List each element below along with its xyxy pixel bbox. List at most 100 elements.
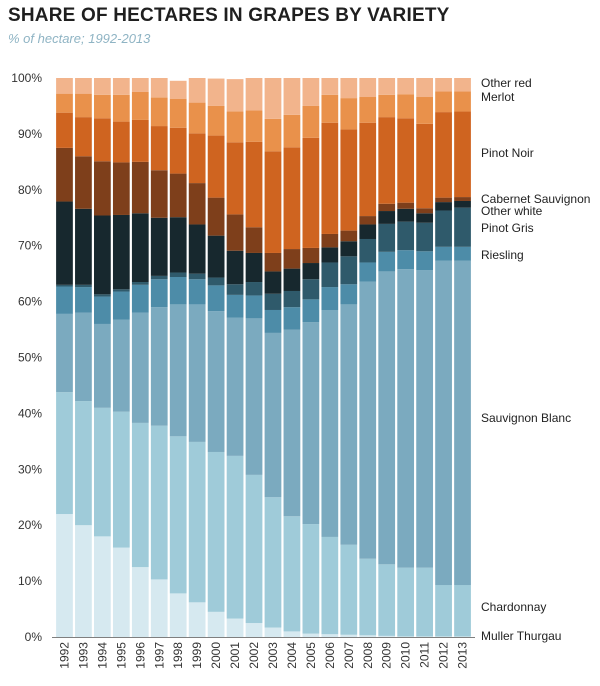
bar-segment-pinot-noir-2001 xyxy=(226,142,244,215)
bar-segment-sauvignon-blanc-1994 xyxy=(94,323,111,408)
bar-segment-muller-thurgau-1994 xyxy=(94,536,111,637)
x-tick-label: 2003 xyxy=(266,642,280,669)
bar-segment-other-white-2011 xyxy=(416,213,433,223)
bar-segment-other-white-2006 xyxy=(321,247,339,263)
bar-segment-merlot-2004 xyxy=(283,114,301,148)
bar-segment-other-red-2002 xyxy=(245,78,263,111)
bar-segment-other-red-2003 xyxy=(264,78,282,119)
bars-layer xyxy=(56,78,471,638)
bar-segment-muller-thurgau-2009 xyxy=(378,635,396,637)
bar-segment-sauvignon-blanc-2012 xyxy=(435,260,452,586)
bar-segment-sauvignon-blanc-2007 xyxy=(340,304,358,545)
x-tick-label: 2002 xyxy=(247,642,261,669)
bar-segment-merlot-2006 xyxy=(321,94,339,123)
bar-segment-muller-thurgau-1993 xyxy=(75,525,92,637)
bar-segment-riesling-1995 xyxy=(112,291,130,320)
bar-segment-pinot-gris-1995 xyxy=(112,289,130,292)
bar-segment-pinot-gris-2003 xyxy=(264,293,282,310)
bar-segment-riesling-2008 xyxy=(359,262,377,282)
bar-segment-chardonnay-2006 xyxy=(321,536,339,635)
bar-segment-riesling-1993 xyxy=(75,287,92,313)
x-tick-label: 2011 xyxy=(418,642,432,668)
bar-segment-chardonnay-2013 xyxy=(454,585,471,637)
bar-segment-pinot-gris-2001 xyxy=(226,284,244,295)
bar-segment-riesling-2002 xyxy=(245,295,263,319)
bar-segment-sauvignon-blanc-2009 xyxy=(378,271,396,565)
bar-segment-other-white-1994 xyxy=(94,215,111,295)
bar-segment-pinot-noir-1998 xyxy=(169,127,187,174)
bar-segment-other-red-2010 xyxy=(397,78,415,95)
bar-segment-pinot-gris-2004 xyxy=(283,290,301,308)
bar-segment-riesling-1996 xyxy=(131,284,149,313)
bar-segment-cabernet-sauvignon-2006 xyxy=(321,233,339,248)
bar-segment-pinot-noir-2008 xyxy=(359,122,377,217)
bar-segment-sauvignon-blanc-2008 xyxy=(359,281,377,559)
bar-segment-riesling-2004 xyxy=(283,307,301,330)
bar-segment-other-white-2001 xyxy=(226,250,244,285)
bar-segment-pinot-gris-1996 xyxy=(131,282,149,285)
bar-segment-other-white-2002 xyxy=(245,252,263,283)
legend-label-chardonnay: Chardonnay xyxy=(481,600,546,614)
bar-segment-sauvignon-blanc-2003 xyxy=(264,332,282,498)
bar-segment-muller-thurgau-1999 xyxy=(188,602,206,637)
bar-segment-muller-thurgau-2002 xyxy=(245,623,263,637)
bar-segment-other-white-1998 xyxy=(169,217,187,273)
bar-segment-sauvignon-blanc-2004 xyxy=(283,329,301,517)
bar-segment-other-white-1993 xyxy=(75,208,92,285)
bar-segment-sauvignon-blanc-2002 xyxy=(245,318,263,475)
y-tick-label: 50% xyxy=(18,351,42,365)
bar-segment-chardonnay-2010 xyxy=(397,567,415,637)
bar-segment-merlot-2013 xyxy=(454,91,471,112)
x-tick-label: 1995 xyxy=(114,642,128,669)
bar-segment-merlot-2005 xyxy=(302,105,320,138)
bar-segment-other-white-2004 xyxy=(283,268,301,291)
x-tick-label: 2001 xyxy=(228,642,242,669)
bar-segment-other-red-1996 xyxy=(131,78,149,92)
legend-label-pinot-noir: Pinot Noir xyxy=(481,146,534,160)
bar-segment-pinot-noir-1992 xyxy=(56,112,73,148)
bar-segment-merlot-1998 xyxy=(169,98,187,128)
bar-segment-other-red-1993 xyxy=(75,78,92,94)
bar-segment-muller-thurgau-1996 xyxy=(131,567,149,638)
y-tick-label: 10% xyxy=(18,574,42,588)
bar-segment-other-red-2001 xyxy=(226,79,244,112)
bar-segment-cabernet-sauvignon-2007 xyxy=(340,230,358,242)
bar-segment-pinot-gris-2002 xyxy=(245,282,263,296)
y-tick-label: 40% xyxy=(18,406,42,420)
x-tick-label: 1999 xyxy=(190,642,204,669)
bar-segment-other-red-1998 xyxy=(169,80,187,99)
bar-segment-merlot-2010 xyxy=(397,94,415,119)
bar-segment-muller-thurgau-2008 xyxy=(359,635,377,637)
bar-segment-cabernet-sauvignon-2002 xyxy=(245,227,263,253)
bar-segment-cabernet-sauvignon-2011 xyxy=(416,208,433,214)
bar-segment-cabernet-sauvignon-1999 xyxy=(188,183,206,225)
bar-segment-merlot-2011 xyxy=(416,97,433,124)
bar-segment-merlot-1993 xyxy=(75,93,92,118)
bar-segment-merlot-1996 xyxy=(131,91,149,120)
bar-segment-pinot-noir-2005 xyxy=(302,137,320,248)
bar-segment-other-red-2011 xyxy=(416,78,433,98)
bar-segment-pinot-noir-2002 xyxy=(245,141,263,228)
x-tick-label: 1998 xyxy=(171,642,185,669)
bar-segment-pinot-noir-1996 xyxy=(131,119,149,162)
bar-segment-cabernet-sauvignon-2001 xyxy=(226,214,244,251)
bar-segment-cabernet-sauvignon-2005 xyxy=(302,247,320,264)
bar-segment-pinot-gris-2010 xyxy=(397,221,415,251)
bar-segment-chardonnay-2003 xyxy=(264,497,282,628)
bar-segment-merlot-1997 xyxy=(150,97,168,127)
bar-segment-other-red-2000 xyxy=(207,78,225,106)
bar-segment-pinot-gris-1994 xyxy=(94,294,111,297)
bar-segment-other-white-1995 xyxy=(112,214,130,290)
x-tick-label: 1992 xyxy=(57,642,71,669)
bar-segment-riesling-2012 xyxy=(435,246,452,261)
bar-segment-other-white-2012 xyxy=(435,202,452,211)
bar-segment-merlot-2002 xyxy=(245,110,263,142)
bar-segment-riesling-1992 xyxy=(56,286,73,314)
x-tick-label: 1994 xyxy=(95,642,109,669)
y-tick-label: 30% xyxy=(18,462,42,476)
bar-segment-sauvignon-blanc-1998 xyxy=(169,304,187,437)
bar-segment-pinot-gris-1999 xyxy=(188,273,206,280)
bar-segment-riesling-1998 xyxy=(169,277,187,305)
bar-segment-riesling-1997 xyxy=(150,279,168,308)
